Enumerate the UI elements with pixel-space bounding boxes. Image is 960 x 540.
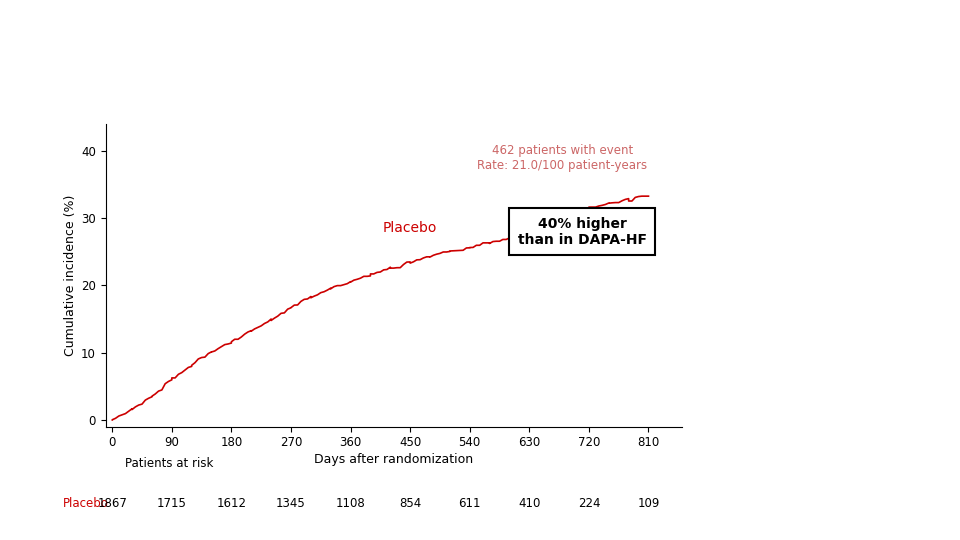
Text: 854: 854 (399, 497, 421, 510)
Text: Placebo: Placebo (383, 221, 438, 235)
Text: Hospitalization for Heart Failure (Primary Endpoint): Hospitalization for Heart Failure (Prima… (128, 74, 832, 99)
Text: EMPEROR-Reduced: Time to Cardiovascular Death or: EMPEROR-Reduced: Time to Cardiovascular … (117, 25, 843, 50)
Text: 224: 224 (578, 497, 600, 510)
Text: 410: 410 (518, 497, 540, 510)
Text: 462 patients with event
Rate: 21.0/100 patient-years: 462 patients with event Rate: 21.0/100 p… (477, 144, 647, 172)
Text: 1612: 1612 (216, 497, 247, 510)
Text: 1108: 1108 (336, 497, 366, 510)
Text: 40% higher
than in DAPA-HF: 40% higher than in DAPA-HF (517, 217, 647, 247)
Text: 109: 109 (637, 497, 660, 510)
Text: 1715: 1715 (156, 497, 187, 510)
X-axis label: Days after randomization: Days after randomization (314, 454, 473, 467)
Text: 611: 611 (459, 497, 481, 510)
Text: Placebo: Placebo (63, 497, 108, 510)
Y-axis label: Cumulative incidence (%): Cumulative incidence (%) (63, 195, 77, 356)
Text: 1867: 1867 (97, 497, 127, 510)
Text: Patients at risk: Patients at risk (126, 456, 214, 470)
Text: 1345: 1345 (276, 497, 306, 510)
